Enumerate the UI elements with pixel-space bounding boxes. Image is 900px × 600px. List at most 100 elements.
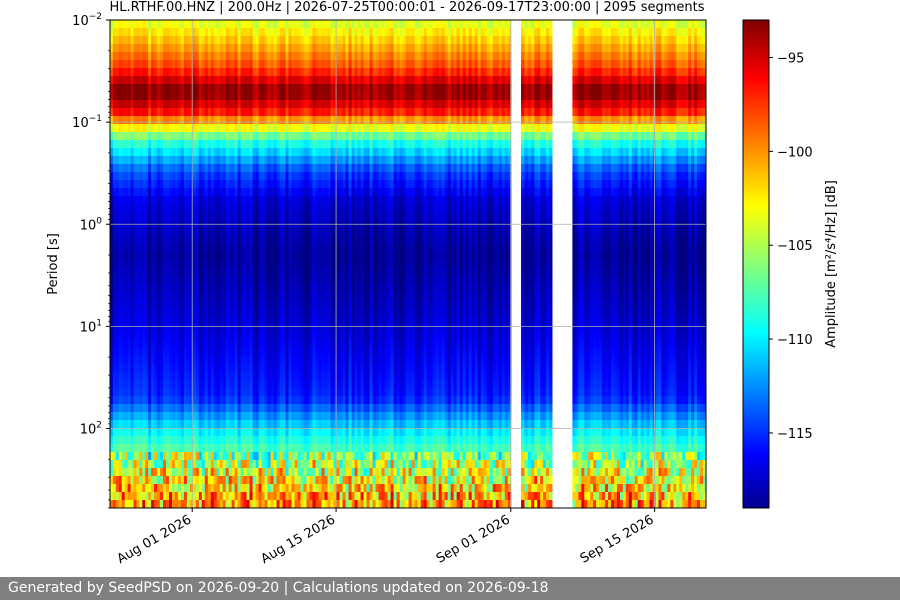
heatmap-cell [171,228,176,237]
heatmap-cell [180,372,185,381]
heatmap-cell [204,348,209,357]
heatmap-cell [204,108,209,117]
heatmap-cell [160,460,164,469]
heatmap-cell [160,316,164,325]
heatmap-cell [110,396,114,405]
heatmap-cell [177,444,182,453]
heatmap-cell [148,164,152,173]
heatmap-cell [121,444,126,453]
heatmap-cell [177,268,182,277]
heatmap-cell [174,164,179,173]
heatmap-cell [142,188,146,197]
heatmap-cell [186,492,191,501]
heatmap-cell [112,20,117,29]
heatmap-cell [180,332,185,341]
heatmap-cell [219,52,224,61]
heatmap-cell [207,444,212,453]
heatmap-cell [151,84,155,93]
heatmap-cell [171,284,176,293]
heatmap-cell [145,108,149,117]
heatmap-cell [163,36,167,45]
heatmap-cell [177,172,182,181]
heatmap-cell [160,492,164,501]
heatmap-cell [110,292,114,301]
heatmap-cell [192,60,197,69]
heatmap-cell [133,252,138,261]
heatmap-cell [177,388,182,397]
heatmap-cell [163,492,167,501]
heatmap-cell [207,436,212,445]
heatmap-cell [166,436,170,445]
heatmap-cell [118,236,123,245]
heatmap-cell [154,44,158,53]
heatmap-cell [154,28,158,37]
heatmap-cell [198,396,203,405]
heatmap-cell [127,100,132,109]
heatmap-cell [174,484,179,493]
heatmap-cell [210,180,215,189]
heatmap-cell [204,68,209,77]
heatmap-cell [195,324,200,333]
heatmap-cell [133,116,138,125]
heatmap-cell [154,476,158,485]
heatmap-cell [174,492,179,501]
heatmap-cell [210,492,215,501]
heatmap-cell [195,76,200,85]
heatmap-cell [110,52,114,61]
heatmap-cell [216,84,221,93]
heatmap-cell [151,108,155,117]
heatmap-cell [115,268,120,277]
heatmap-cell [142,60,146,69]
heatmap-cell [171,60,176,69]
heatmap-cell [139,396,143,405]
heatmap-cell [216,108,221,117]
heatmap-cell [195,300,200,309]
heatmap-cell [213,204,218,213]
heatmap-cell [151,436,155,445]
heatmap-cell [177,60,182,69]
heatmap-cell [166,84,170,93]
heatmap-cell [127,436,132,445]
heatmap-cell [201,476,206,485]
heatmap-cell [171,164,176,173]
heatmap-cell [112,324,117,333]
heatmap-cell [213,500,218,508]
heatmap-cell [183,340,188,349]
heatmap-cell [207,276,212,285]
heatmap-cell [198,452,203,461]
heatmap-cell [163,140,167,149]
heatmap-cell [201,148,206,157]
heatmap-cell [169,148,173,157]
heatmap-cell [166,172,170,181]
heatmap-cell [219,372,224,381]
heatmap-cell [163,452,167,461]
heatmap-cell [136,404,140,413]
heatmap-cell [198,100,203,109]
heatmap-cell [142,76,146,85]
heatmap-cell [121,396,126,405]
heatmap-cell [124,36,129,45]
heatmap-cell [154,60,158,69]
heatmap-cell [127,156,132,165]
heatmap-cell [154,268,158,277]
heatmap-cell [189,20,194,29]
heatmap-cell [148,116,152,125]
heatmap-cell [121,404,126,413]
heatmap-cell [171,484,176,493]
heatmap-cell [177,436,182,445]
heatmap-cell [142,44,146,53]
heatmap-cell [177,92,182,101]
heatmap-cell [145,212,149,221]
heatmap-cell [213,84,218,93]
heatmap-cell [207,116,212,125]
heatmap-cell [112,444,117,453]
heatmap-cell [142,132,146,141]
heatmap-cell [148,404,152,413]
heatmap-cell [115,108,120,117]
heatmap-cell [219,252,224,261]
heatmap-cell [121,124,126,133]
heatmap-cell [204,28,209,37]
heatmap-cell [207,428,212,437]
heatmap-cell [127,268,132,277]
heatmap-cell [110,308,114,317]
